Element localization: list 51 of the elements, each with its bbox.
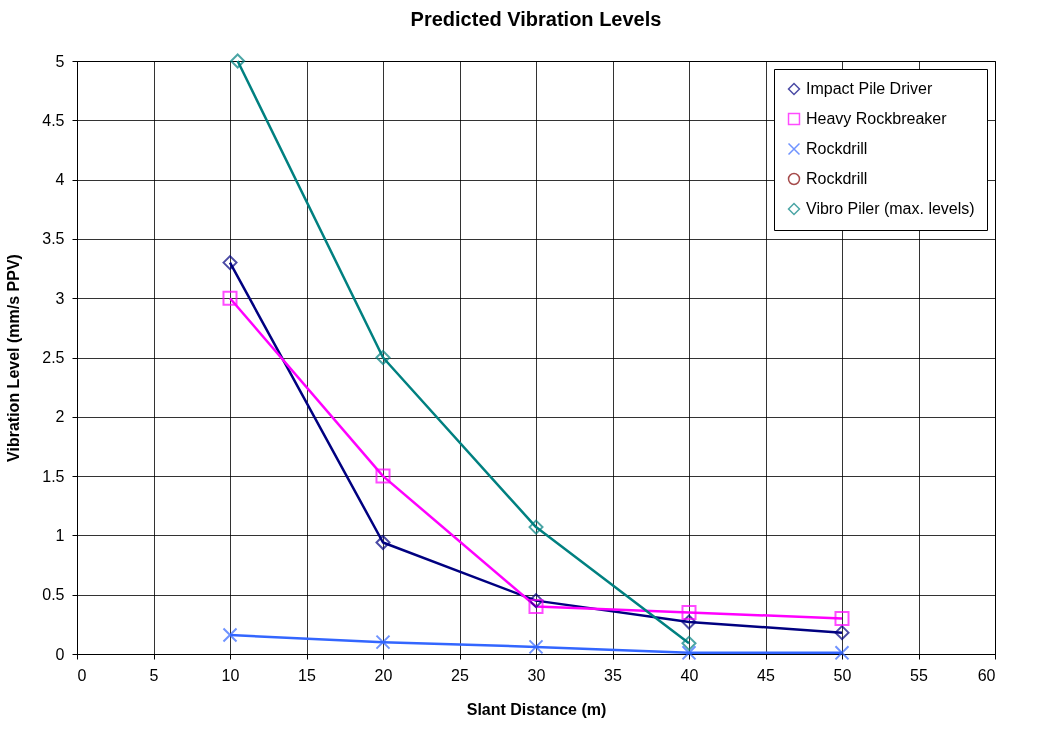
chart-title: Predicted Vibration Levels — [410, 8, 662, 31]
x-tick-label: 5 — [149, 666, 159, 684]
x-tick-label: 55 — [910, 666, 928, 684]
point — [528, 593, 544, 609]
point — [528, 519, 544, 535]
point — [222, 290, 238, 306]
point — [375, 349, 391, 366]
legend-label: Rockdrill — [806, 170, 868, 187]
point — [230, 53, 246, 69]
legend-label: Vibro Piler (max. levels) — [806, 200, 975, 217]
y-tick-label: 4 — [55, 171, 65, 189]
y-tick-label: 2.5 — [42, 349, 65, 366]
x-tick-label: 60 — [977, 666, 996, 684]
legend-label: Impact Pile Driver — [806, 80, 933, 97]
point — [375, 468, 391, 484]
point — [681, 645, 697, 661]
y-axis-title: Vibration Level (mm/s PPV) — [5, 254, 23, 462]
x-tick-label: 15 — [298, 666, 316, 684]
x-tick-label: 45 — [757, 666, 775, 684]
point — [834, 645, 850, 661]
y-tick-label: 0 — [55, 645, 65, 663]
y-tick-label: 3 — [55, 289, 65, 307]
point — [834, 625, 850, 641]
x-tick-label: 40 — [680, 666, 699, 684]
point — [528, 639, 544, 655]
point — [528, 599, 544, 615]
x-tick-label: 20 — [374, 666, 393, 684]
x-tick-label: 0 — [77, 666, 87, 684]
legend-label: Heavy Rockbreaker — [806, 110, 948, 127]
point — [834, 610, 850, 626]
point — [375, 535, 391, 551]
legend-label: Rockdrill — [806, 140, 868, 157]
x-tick-label: 10 — [221, 666, 240, 684]
point — [681, 604, 697, 621]
x-tick-label: 30 — [527, 666, 546, 684]
y-tick-label: 3.5 — [42, 230, 65, 248]
point — [222, 255, 238, 271]
x-tick-label: 35 — [604, 666, 622, 684]
y-tick-label: 4.5 — [42, 111, 65, 129]
x-tick-label: 25 — [451, 666, 469, 684]
y-tick-label: 1 — [55, 526, 65, 544]
point — [681, 614, 697, 630]
y-tick-label: 0.5 — [42, 586, 65, 604]
point — [222, 627, 238, 643]
y-tick-label: 2 — [55, 408, 65, 426]
y-tick-label: 5 — [55, 52, 65, 70]
point — [375, 634, 391, 650]
x-tick-label: 50 — [833, 666, 852, 684]
point — [681, 635, 697, 651]
x-axis-title: Slant Distance (m) — [466, 700, 607, 718]
y-tick-label: 1.5 — [42, 467, 65, 485]
